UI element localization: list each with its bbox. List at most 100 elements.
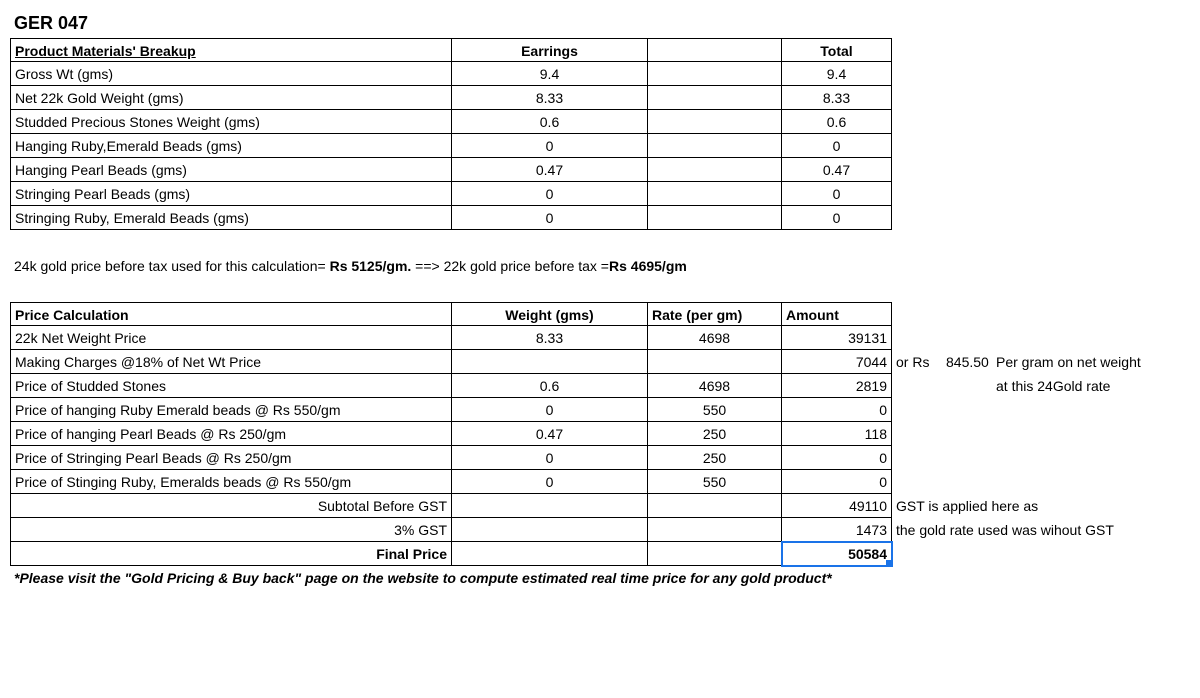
gst-row: 3% GST 1473 the gold rate used was wihou…	[10, 518, 1190, 542]
materials-earrings: 0	[452, 206, 648, 230]
materials-row: Stringing Pearl Beads (gms) 0 0	[10, 182, 1190, 206]
materials-total: 0.47	[782, 158, 892, 182]
materials-header-total: Total	[782, 38, 892, 62]
pricecalc-weight: 0	[452, 470, 648, 494]
subtotal-blank	[452, 494, 648, 518]
materials-label: Hanging Pearl Beads (gms)	[10, 158, 452, 182]
gold-note-middle: ==> 22k gold price before tax =	[411, 258, 609, 274]
pricecalc-row: Price of hanging Pearl Beads @ Rs 250/gm…	[10, 422, 1190, 446]
pricecalc-amount: 39131	[782, 326, 892, 350]
pricecalc-row: Price of Studded Stones 0.6 4698 2819 at…	[10, 374, 1190, 398]
materials-header-blank	[648, 38, 782, 62]
gst-note: the gold rate used was wihout GST	[892, 518, 1200, 542]
pricecalc-row: Making Charges @18% of Net Wt Price 7044…	[10, 350, 1190, 374]
footer-note: *Please visit the "Gold Pricing & Buy ba…	[10, 566, 1190, 590]
product-id-row: GER 047	[10, 8, 1190, 38]
pricecalc-row: Price of Stringing Pearl Beads @ Rs 250/…	[10, 446, 1190, 470]
pricecalc-row: Price of Stinging Ruby, Emeralds beads @…	[10, 470, 1190, 494]
pricecalc-amount: 2819	[782, 374, 892, 398]
final-price-row: Final Price 50584	[10, 542, 1190, 566]
materials-label: Gross Wt (gms)	[10, 62, 452, 86]
materials-total: 0	[782, 206, 892, 230]
pricecalc-header-rate: Rate (per gm)	[648, 302, 782, 326]
pricecalc-rate: 4698	[648, 326, 782, 350]
pricecalc-label: 22k Net Weight Price	[10, 326, 452, 350]
pricecalc-note-f	[942, 326, 992, 350]
materials-total: 8.33	[782, 86, 892, 110]
pricecalc-weight: 0	[452, 398, 648, 422]
pricecalc-rate: 550	[648, 398, 782, 422]
materials-blank	[648, 158, 782, 182]
materials-blank	[648, 110, 782, 134]
subtotal-note: GST is applied here as	[892, 494, 1200, 518]
pricecalc-row: Price of hanging Ruby Emerald beads @ Rs…	[10, 398, 1190, 422]
materials-label: Hanging Ruby,Emerald Beads (gms)	[10, 134, 452, 158]
materials-total: 0	[782, 182, 892, 206]
pricecalc-label: Price of hanging Pearl Beads @ Rs 250/gm	[10, 422, 452, 446]
pricecalc-header-row: Price Calculation Weight (gms) Rate (per…	[10, 302, 1190, 326]
materials-label: Studded Precious Stones Weight (gms)	[10, 110, 452, 134]
gold-price-note-row: 24k gold price before tax used for this …	[10, 254, 1190, 278]
pricecalc-rate: 250	[648, 422, 782, 446]
footer-note-row: *Please visit the "Gold Pricing & Buy ba…	[10, 566, 1190, 590]
gst-blank2	[648, 518, 782, 542]
materials-blank	[648, 62, 782, 86]
pricecalc-weight: 0	[452, 446, 648, 470]
pricecalc-weight: 8.33	[452, 326, 648, 350]
pricecalc-note-f: 845.50	[942, 350, 992, 374]
pricecalc-weight: 0.6	[452, 374, 648, 398]
materials-header-label: Product Materials' Breakup	[10, 38, 452, 62]
gst-blank	[452, 518, 648, 542]
pricecalc-rate: 550	[648, 470, 782, 494]
final-amount: 50584	[848, 546, 887, 562]
materials-earrings: 9.4	[452, 62, 648, 86]
gold-price-note: 24k gold price before tax used for this …	[10, 254, 990, 278]
pricecalc-amount: 0	[782, 398, 892, 422]
materials-earrings: 8.33	[452, 86, 648, 110]
pricecalc-amount: 118	[782, 422, 892, 446]
pricecalc-weight: 0.47	[452, 422, 648, 446]
subtotal-label: Subtotal Before GST	[10, 494, 452, 518]
pricecalc-rate: 250	[648, 446, 782, 470]
spacer-row	[10, 278, 1190, 302]
materials-header-row: Product Materials' Breakup Earrings Tota…	[10, 38, 1190, 62]
pricecalc-amount: 0	[782, 446, 892, 470]
gst-label: 3% GST	[10, 518, 452, 542]
subtotal-row: Subtotal Before GST 49110 GST is applied…	[10, 494, 1190, 518]
materials-row: Net 22k Gold Weight (gms) 8.33 8.33	[10, 86, 1190, 110]
pricecalc-note-e	[892, 374, 942, 398]
pricecalc-header-label: Price Calculation	[10, 302, 452, 326]
pricecalc-amount: 7044	[782, 350, 892, 374]
pricecalc-row: 22k Net Weight Price 8.33 4698 39131	[10, 326, 1190, 350]
materials-row: Gross Wt (gms) 9.4 9.4	[10, 62, 1190, 86]
materials-blank	[648, 134, 782, 158]
materials-row: Studded Precious Stones Weight (gms) 0.6…	[10, 110, 1190, 134]
pricecalc-label: Making Charges @18% of Net Wt Price	[10, 350, 452, 374]
materials-label: Stringing Pearl Beads (gms)	[10, 182, 452, 206]
subtotal-amount: 49110	[782, 494, 892, 518]
pricecalc-header-amount: Amount	[782, 302, 892, 326]
pricecalc-note-f	[942, 374, 992, 398]
subtotal-blank2	[648, 494, 782, 518]
pricecalc-weight	[452, 350, 648, 374]
gold-note-24k: Rs 5125/gm.	[330, 258, 412, 274]
materials-blank	[648, 86, 782, 110]
product-id: GER 047	[10, 8, 452, 38]
pricecalc-label: Price of Stringing Pearl Beads @ Rs 250/…	[10, 446, 452, 470]
materials-row: Stringing Ruby, Emerald Beads (gms) 0 0	[10, 206, 1190, 230]
materials-blank	[648, 182, 782, 206]
materials-total: 0.6	[782, 110, 892, 134]
final-amount-cell[interactable]: 50584	[782, 542, 892, 566]
pricecalc-rate	[648, 350, 782, 374]
pricecalc-note-g: Per gram on net weight	[992, 350, 1200, 374]
gold-note-prefix: 24k gold price before tax used for this …	[14, 258, 330, 274]
final-label: Final Price	[10, 542, 452, 566]
materials-header-earrings: Earrings	[452, 38, 648, 62]
final-blank2	[648, 542, 782, 566]
spreadsheet-region: GER 047 Product Materials' Breakup Earri…	[10, 8, 1190, 590]
materials-label: Stringing Ruby, Emerald Beads (gms)	[10, 206, 452, 230]
materials-earrings: 0.6	[452, 110, 648, 134]
pricecalc-label: Price of Stinging Ruby, Emeralds beads @…	[10, 470, 452, 494]
pricecalc-label: Price of hanging Ruby Emerald beads @ Rs…	[10, 398, 452, 422]
final-blank	[452, 542, 648, 566]
